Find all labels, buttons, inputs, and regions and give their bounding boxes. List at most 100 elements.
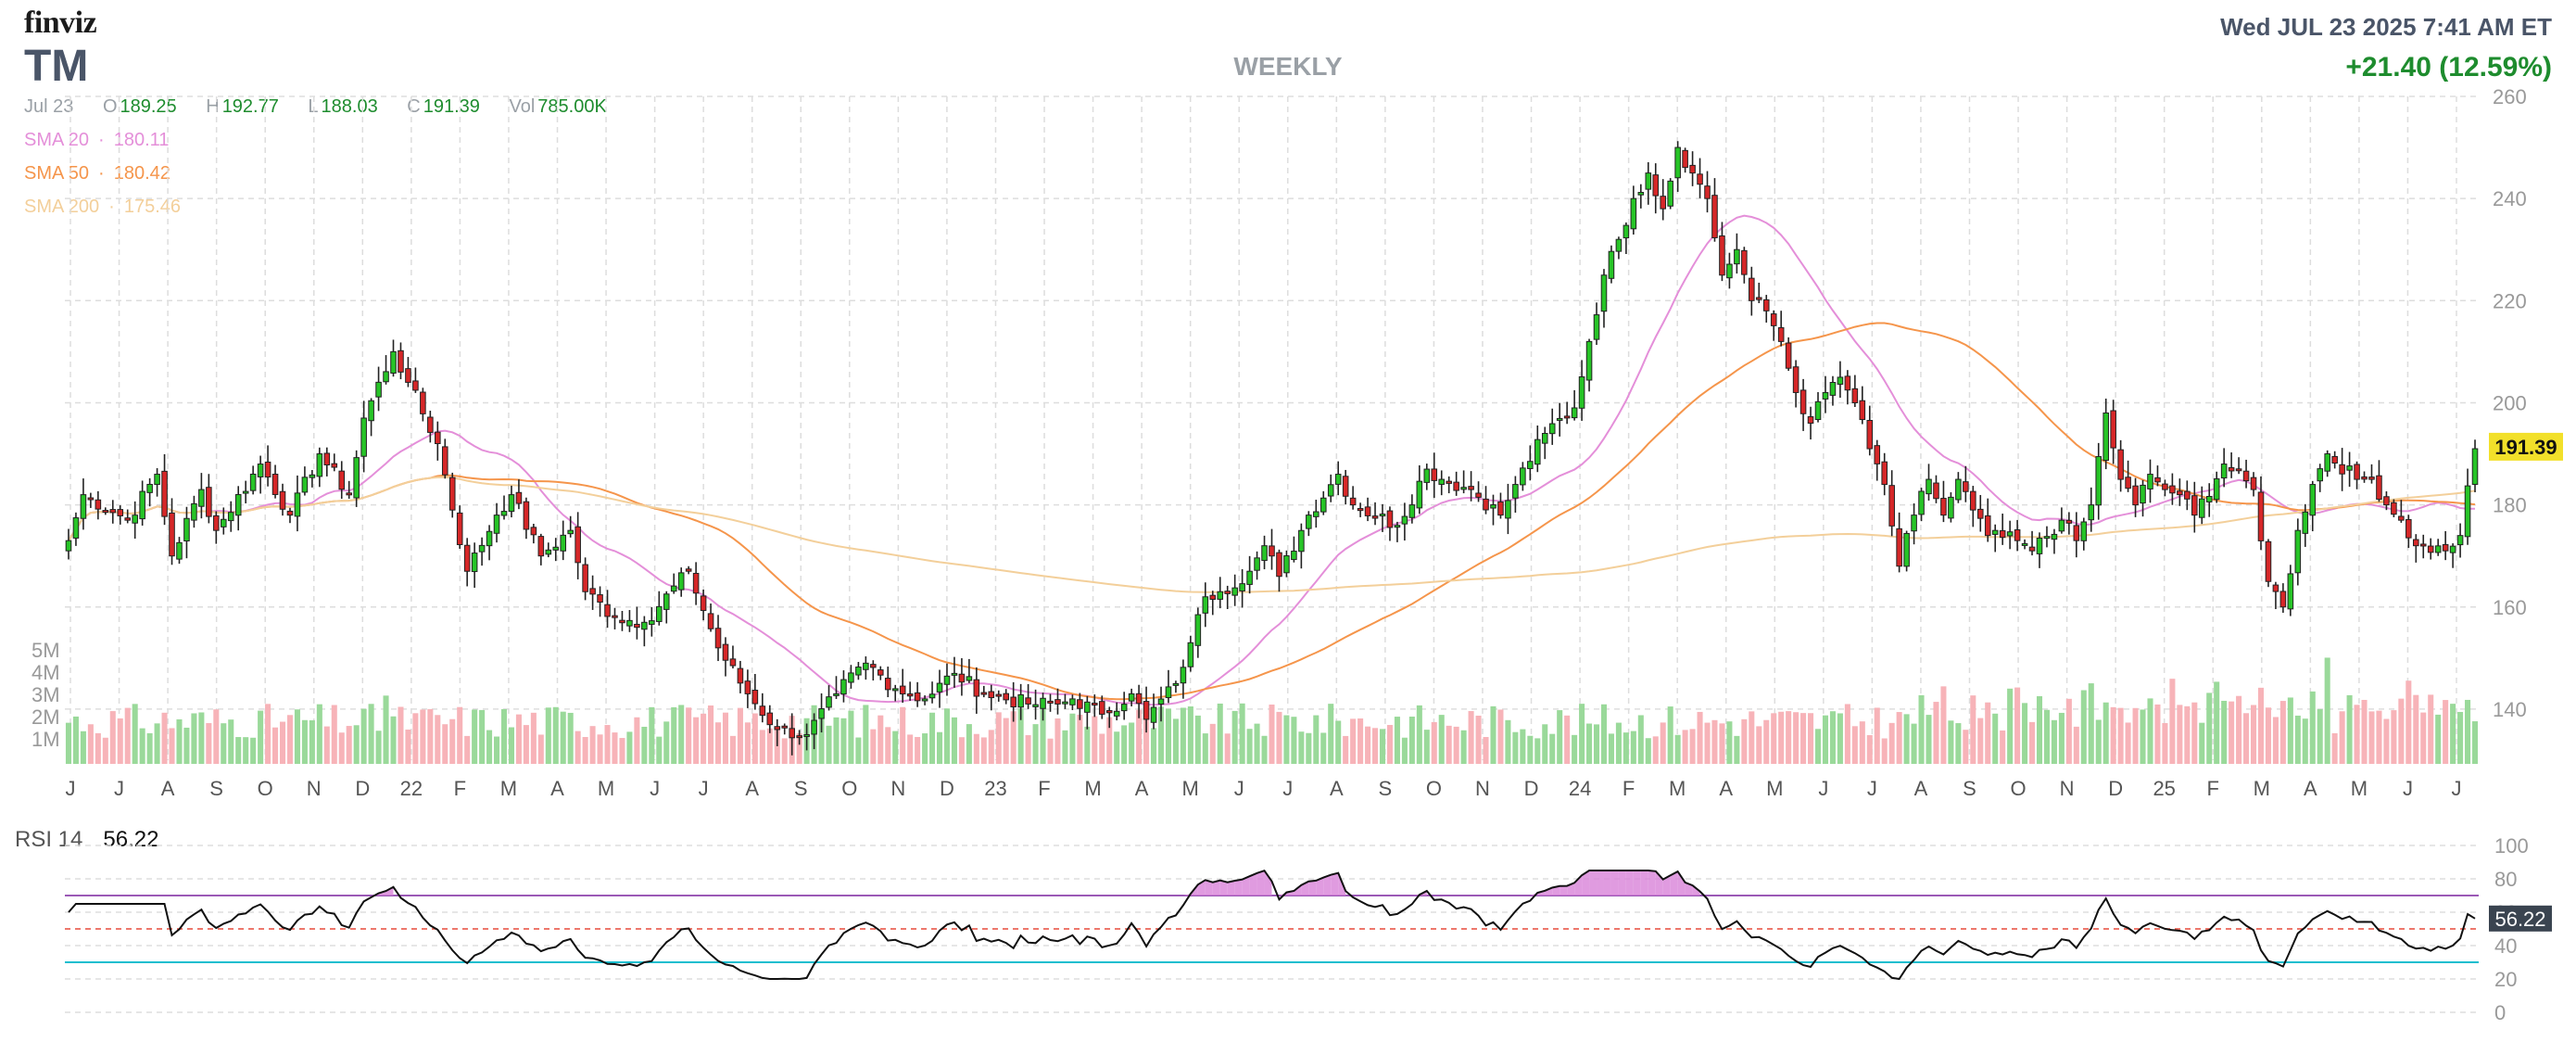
candle-body xyxy=(928,693,936,699)
volume-bar xyxy=(634,717,640,764)
volume-bar xyxy=(1734,735,1740,764)
volume-bar xyxy=(693,717,700,764)
rsi-overbought-fill xyxy=(1545,887,1553,896)
volume-bar xyxy=(1460,730,1467,764)
volume-bar xyxy=(102,737,108,764)
volume-bar xyxy=(1674,734,1681,764)
candle-body xyxy=(612,615,618,618)
candle-body xyxy=(1719,235,1725,276)
candle-body xyxy=(2376,475,2382,501)
rsi-overbought-fill xyxy=(1589,870,1597,896)
volume-bar xyxy=(826,725,832,764)
candle-body xyxy=(1682,149,1688,169)
sma50-legend[interactable]: SMA 50 · 180.42 xyxy=(24,163,170,184)
rsi-overbought-fill xyxy=(1242,876,1250,896)
volume-bar xyxy=(1512,731,1519,764)
volume-bar xyxy=(1121,725,1128,764)
volume-bar xyxy=(900,706,906,764)
volume-bar xyxy=(951,717,957,764)
candle-body xyxy=(1438,478,1446,485)
volume-tick-label: 1M xyxy=(32,728,60,751)
candle-body xyxy=(1180,667,1187,684)
price-tick-label: 180 xyxy=(2493,494,2527,517)
sma200-label: SMA 200 xyxy=(24,197,100,217)
candle-body xyxy=(2406,518,2412,539)
volume-bar xyxy=(1814,729,1822,764)
candle-body xyxy=(1940,498,1947,516)
volume-bar xyxy=(2383,718,2390,764)
volume-bar xyxy=(988,730,994,764)
volume-bar xyxy=(2398,698,2405,764)
volume-bar xyxy=(1771,713,1777,764)
candle-body xyxy=(906,693,914,697)
candle-body xyxy=(2471,448,2479,485)
volume-bar xyxy=(420,709,426,764)
volume-bar xyxy=(523,725,529,764)
rsi-line xyxy=(68,870,2476,981)
volume-bar xyxy=(2169,679,2176,764)
candle-body xyxy=(2331,455,2338,464)
volume-bar xyxy=(766,728,773,764)
candle-body xyxy=(271,474,279,495)
volume-bar xyxy=(515,714,522,764)
volume-bar xyxy=(479,709,486,764)
sma200-legend[interactable]: SMA 200 · 175.46 xyxy=(24,197,182,217)
volume-bar xyxy=(2140,709,2146,764)
candle-body xyxy=(1645,172,1652,190)
open-label: O xyxy=(102,96,118,117)
candle-body xyxy=(1926,478,1932,495)
candle-body xyxy=(206,487,212,517)
candle-body xyxy=(154,474,160,486)
candle-body xyxy=(722,643,729,661)
candle-body xyxy=(109,509,117,514)
volume-bar xyxy=(1896,712,1902,764)
close-label: C xyxy=(407,96,421,117)
candle-body xyxy=(1999,529,2006,539)
volume-bar xyxy=(1187,706,1193,764)
candle-body xyxy=(958,673,966,683)
volume-bar xyxy=(1157,706,1165,764)
date-tick-label: M xyxy=(2254,777,2270,800)
volume-bar xyxy=(1357,718,1364,764)
date-tick-label: D xyxy=(2108,777,2123,800)
volume-bar xyxy=(589,726,596,764)
volume-bar xyxy=(109,711,116,764)
rsi-value-tag xyxy=(2489,905,2552,932)
volume-bar xyxy=(2471,721,2479,764)
volume-bar xyxy=(2465,699,2471,764)
volume-bar xyxy=(1335,720,1342,764)
volume-bar xyxy=(2125,722,2131,764)
sma20-legend[interactable]: SMA 20 · 180.11 xyxy=(24,130,170,150)
volume-bar xyxy=(1099,733,1105,764)
candle-body xyxy=(323,452,331,465)
volume-bar xyxy=(80,731,86,764)
volume-bar xyxy=(656,736,663,764)
candle-body xyxy=(117,509,124,516)
volume-bar xyxy=(2065,698,2072,764)
finviz-logo[interactable]: finviz xyxy=(24,6,97,40)
rsi-overbought-fill xyxy=(1625,870,1634,896)
candle-body xyxy=(2073,525,2080,541)
price-change: +21.40 (12.59%) xyxy=(2345,52,2552,83)
candle-body xyxy=(1874,445,1881,464)
candle-body xyxy=(2434,545,2442,553)
volume-bar xyxy=(472,709,478,764)
volume-bar xyxy=(1209,723,1216,764)
volume-bar xyxy=(1903,714,1910,764)
candle-body xyxy=(471,553,478,573)
candle-body xyxy=(1416,480,1423,509)
candle-body xyxy=(604,604,611,617)
date-tick-label: S xyxy=(1379,777,1393,800)
candle-body xyxy=(80,494,87,519)
volume-bar xyxy=(2279,701,2286,764)
candle-body xyxy=(1556,417,1563,421)
volume-bar xyxy=(1092,716,1098,764)
candle-body xyxy=(176,541,183,560)
candle-body xyxy=(2324,453,2330,472)
candle-body xyxy=(420,391,426,414)
candle-body xyxy=(1734,248,1740,265)
volume-bar xyxy=(1557,710,1563,764)
candle-body xyxy=(1520,467,1526,486)
volume-bar xyxy=(922,733,928,764)
